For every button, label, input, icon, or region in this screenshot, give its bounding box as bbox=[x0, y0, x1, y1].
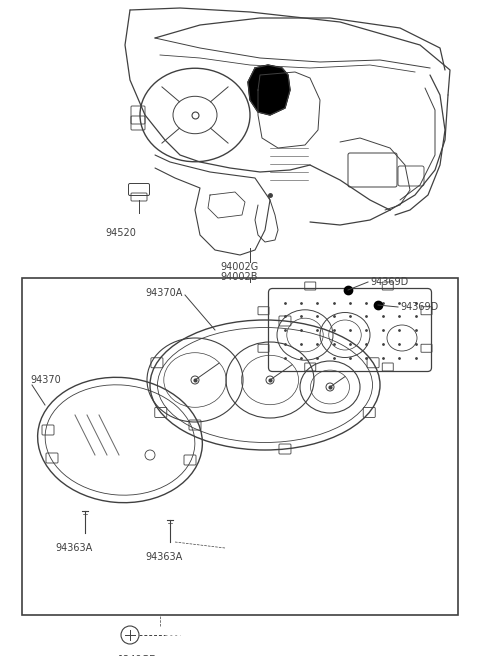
Text: 94370: 94370 bbox=[30, 375, 61, 385]
Text: 94369D: 94369D bbox=[370, 277, 408, 287]
Text: 1249GE: 1249GE bbox=[118, 655, 156, 656]
Text: 94002B: 94002B bbox=[220, 272, 257, 282]
Text: 94002G: 94002G bbox=[220, 262, 258, 272]
Text: 94363A: 94363A bbox=[55, 543, 92, 553]
Text: 94363A: 94363A bbox=[145, 552, 182, 562]
Polygon shape bbox=[248, 65, 290, 115]
Text: 94369D: 94369D bbox=[400, 302, 438, 312]
Text: 94370A: 94370A bbox=[145, 288, 182, 298]
Text: 94520: 94520 bbox=[105, 228, 136, 238]
Bar bbox=[22, 278, 458, 615]
